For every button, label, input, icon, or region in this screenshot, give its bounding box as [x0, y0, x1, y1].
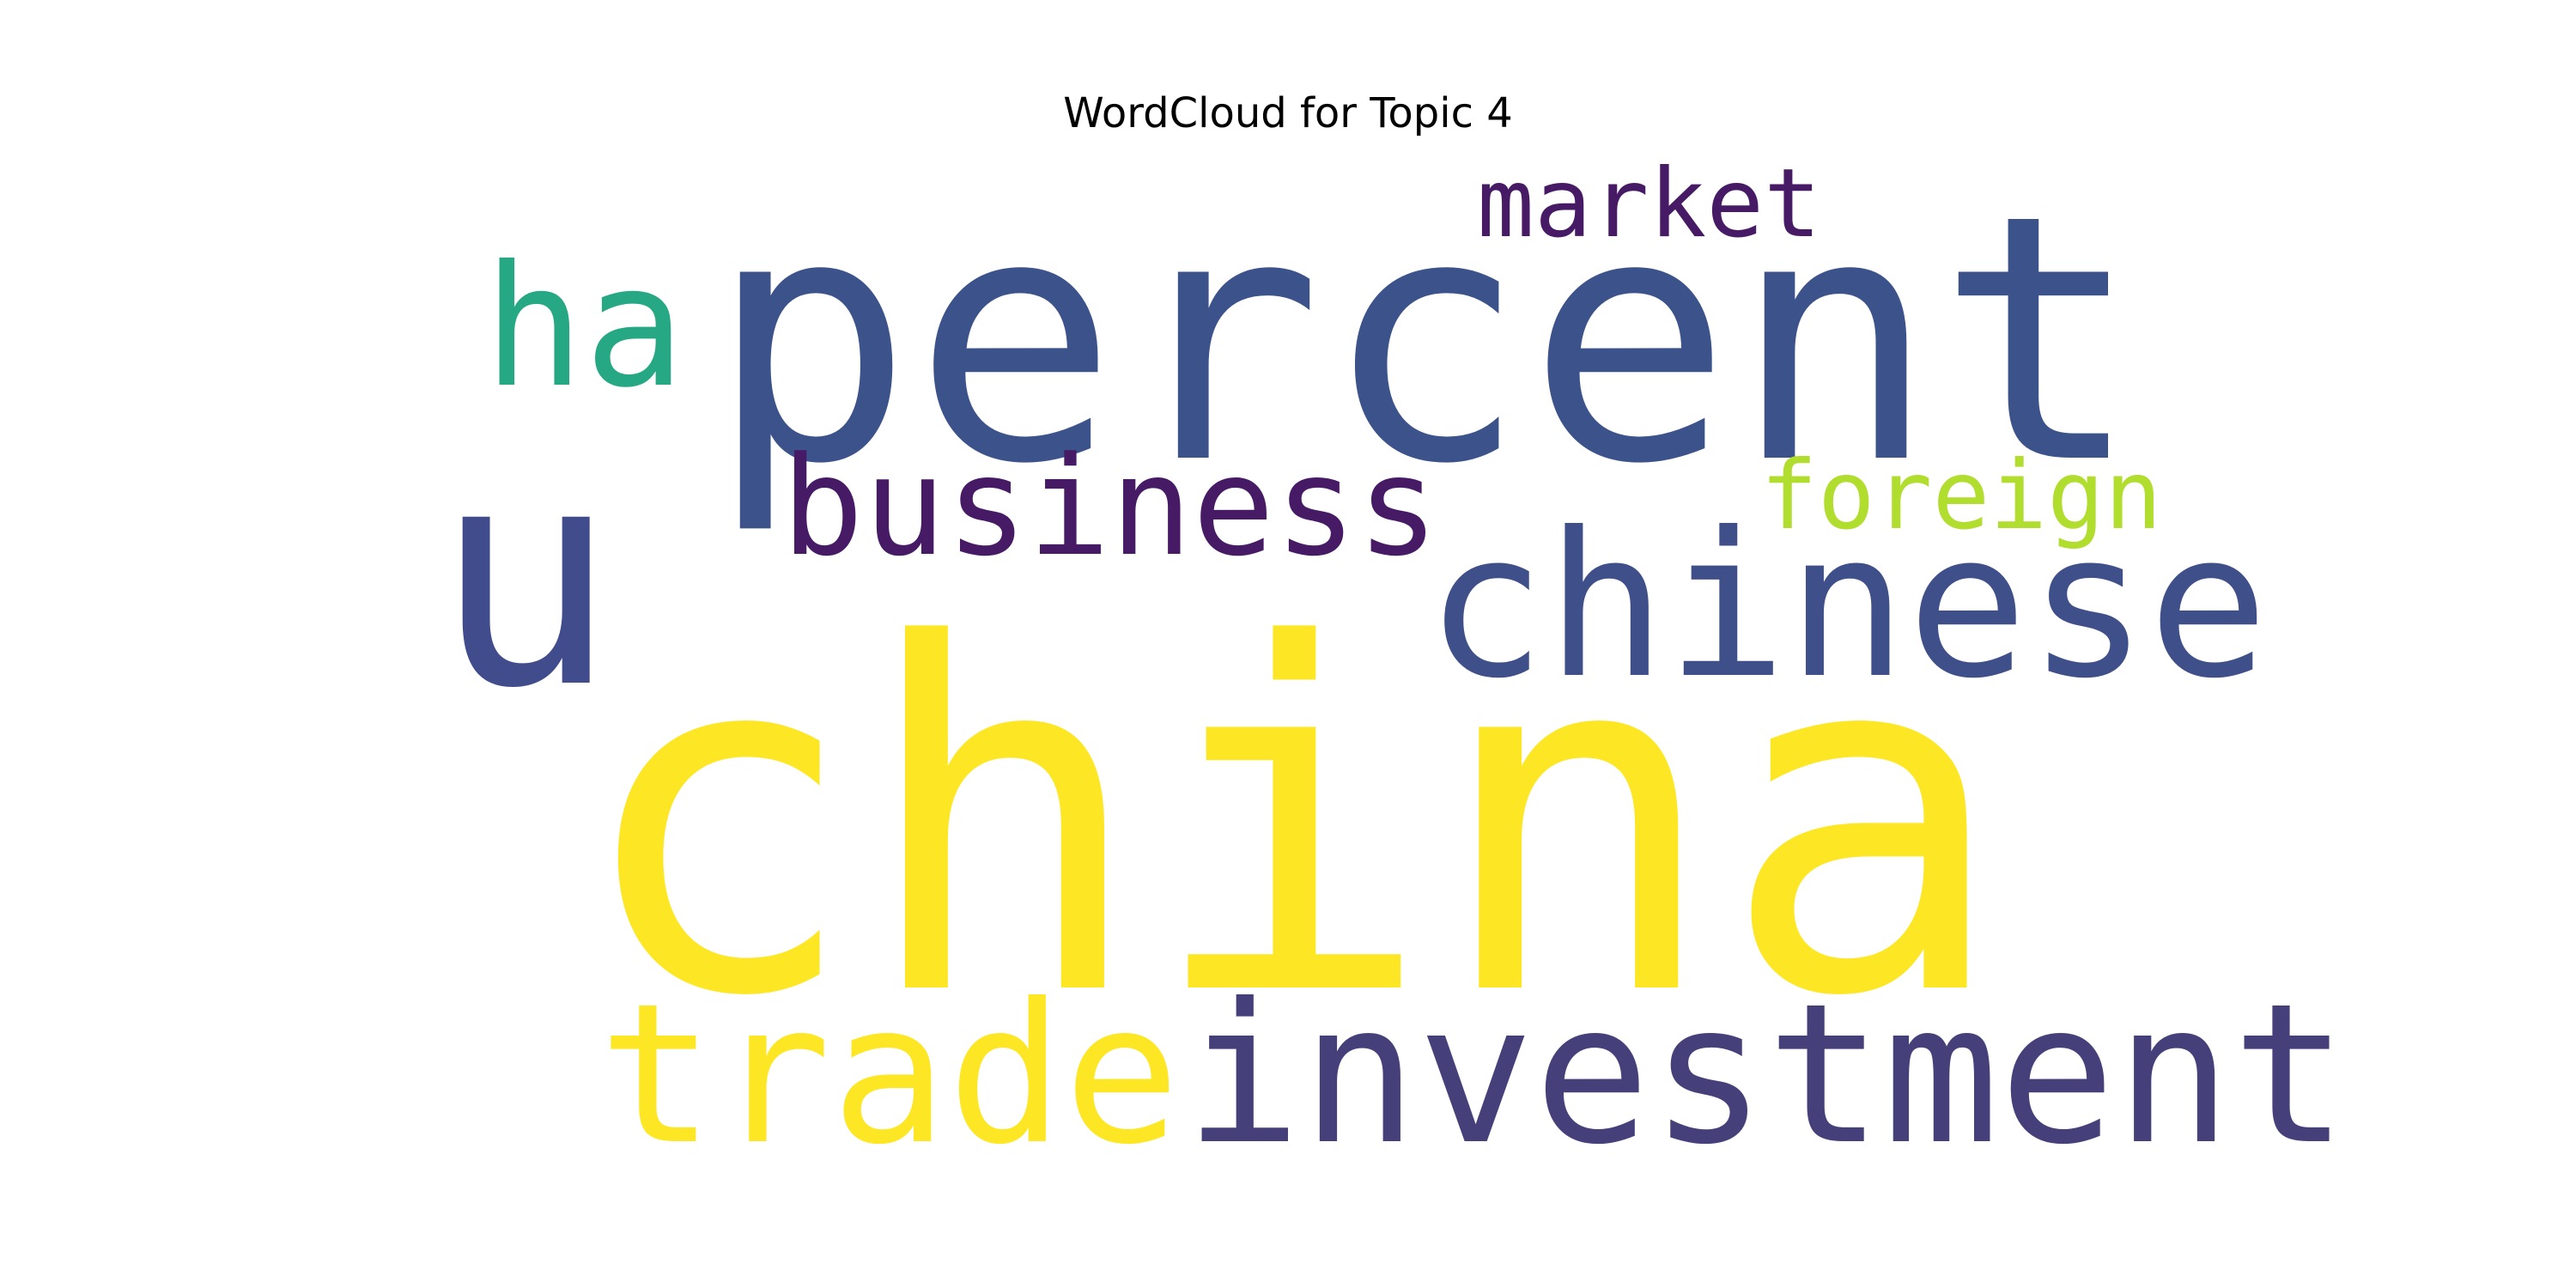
word-chinese: chinese — [1425, 489, 2269, 722]
word-u: u — [434, 401, 617, 755]
figure-title: WordCloud for Topic 4 — [1063, 89, 1513, 137]
word-market: market — [1477, 149, 1821, 259]
word-trade: trade — [598, 963, 1180, 1188]
word-business: business — [781, 428, 1439, 586]
word-percent: percent — [708, 143, 2142, 538]
word-china: china — [573, 545, 2008, 1100]
word-ha: ha — [483, 229, 685, 424]
word-investment: investment — [1185, 963, 2348, 1188]
word-foreign: foreign — [1760, 440, 2162, 551]
